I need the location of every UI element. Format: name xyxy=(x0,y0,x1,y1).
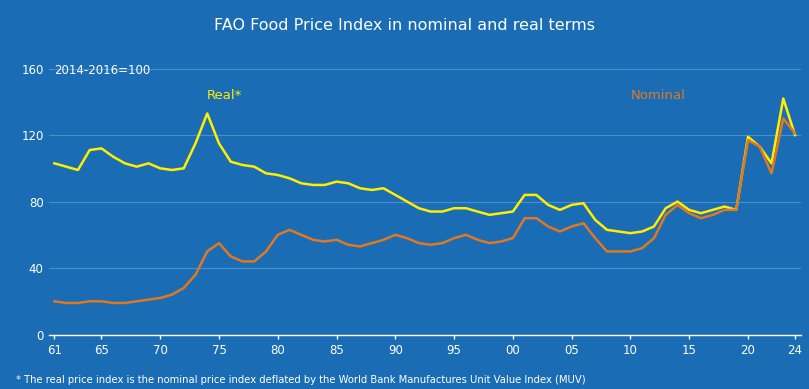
Text: * The real price index is the nominal price index deflated by the World Bank Man: * The real price index is the nominal pr… xyxy=(16,375,586,385)
Text: Real*: Real* xyxy=(207,89,243,102)
Text: 2014-2016=100: 2014-2016=100 xyxy=(54,64,150,77)
Text: FAO Food Price Index in nominal and real terms: FAO Food Price Index in nominal and real… xyxy=(214,18,595,33)
Text: Nominal: Nominal xyxy=(630,89,685,102)
